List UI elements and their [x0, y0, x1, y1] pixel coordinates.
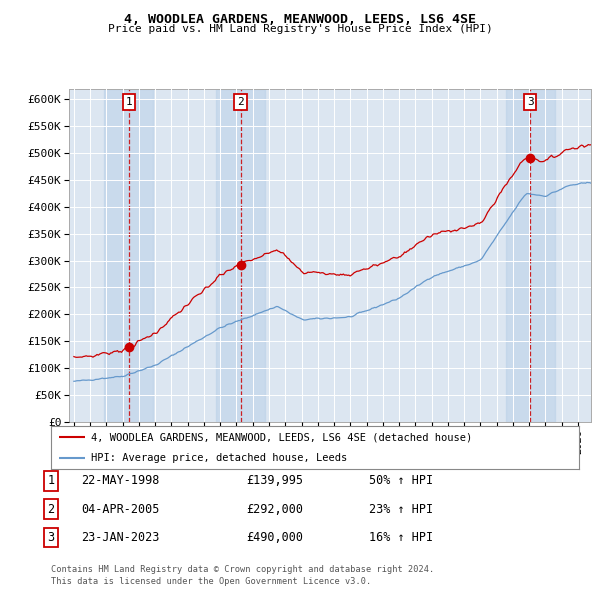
Text: 1: 1: [47, 474, 55, 487]
Text: 1: 1: [125, 97, 132, 107]
Text: 50% ↑ HPI: 50% ↑ HPI: [369, 474, 433, 487]
Text: 22-MAY-1998: 22-MAY-1998: [81, 474, 160, 487]
Text: HPI: Average price, detached house, Leeds: HPI: Average price, detached house, Leed…: [91, 453, 347, 463]
Text: 2: 2: [47, 503, 55, 516]
Text: Contains HM Land Registry data © Crown copyright and database right 2024.: Contains HM Land Registry data © Crown c…: [51, 565, 434, 574]
Text: 4, WOODLEA GARDENS, MEANWOOD, LEEDS, LS6 4SE (detached house): 4, WOODLEA GARDENS, MEANWOOD, LEEDS, LS6…: [91, 432, 472, 442]
Text: 04-APR-2005: 04-APR-2005: [81, 503, 160, 516]
Text: This data is licensed under the Open Government Licence v3.0.: This data is licensed under the Open Gov…: [51, 577, 371, 586]
Text: £490,000: £490,000: [246, 531, 303, 544]
Text: 4, WOODLEA GARDENS, MEANWOOD, LEEDS, LS6 4SE: 4, WOODLEA GARDENS, MEANWOOD, LEEDS, LS6…: [124, 13, 476, 26]
Text: 3: 3: [527, 97, 534, 107]
Bar: [104, 88, 153, 422]
Text: £139,995: £139,995: [246, 474, 303, 487]
Text: Price paid vs. HM Land Registry's House Price Index (HPI): Price paid vs. HM Land Registry's House …: [107, 24, 493, 34]
Text: £292,000: £292,000: [246, 503, 303, 516]
Text: 2: 2: [237, 97, 244, 107]
Text: 16% ↑ HPI: 16% ↑ HPI: [369, 531, 433, 544]
Bar: [506, 88, 555, 422]
Text: 23-JAN-2023: 23-JAN-2023: [81, 531, 160, 544]
Bar: [216, 88, 265, 422]
Text: 23% ↑ HPI: 23% ↑ HPI: [369, 503, 433, 516]
Text: 3: 3: [47, 531, 55, 544]
